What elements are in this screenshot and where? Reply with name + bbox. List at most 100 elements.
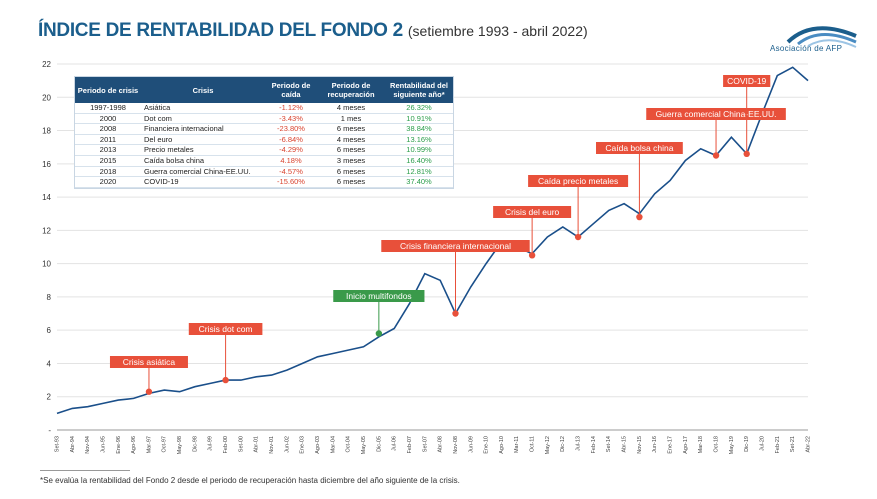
x-tick-label: Mar-97 (146, 436, 152, 453)
table-cell: 1997-1998 (75, 103, 141, 114)
table-header-row: Periodo de crisis Crisis Periodo de caíd… (75, 77, 453, 103)
table-cell: Asiática (141, 103, 265, 114)
marker-label-box (333, 290, 425, 302)
x-tick-label: Feb-00 (223, 436, 229, 453)
crisis-point (636, 213, 643, 221)
marker-label: COVID-19 (727, 76, 766, 86)
x-tick-label: Dic-12 (560, 436, 566, 452)
table-row: 1997-1998 Asiática -1.12% 4 meses 26.32% (75, 103, 453, 114)
crisis-point (145, 388, 153, 395)
x-tick-label: Set-14 (606, 436, 612, 452)
table-row: 2018 Guerra comercial China-EE.UU. -4.57% 6… (75, 166, 453, 178)
marker-label: Crisis del euro (505, 207, 560, 217)
x-tick-label: Set-07 (422, 436, 428, 452)
x-tick-label: Mar-11 (514, 436, 520, 453)
marker-label-box (646, 108, 786, 120)
x-tick-label: Dic-98 (192, 436, 198, 452)
table-cell: Del euro (141, 134, 265, 146)
col-header: Periodo de crisis (75, 77, 141, 103)
table-cell: 38.84% (385, 123, 453, 135)
x-tick-label: May-05 (361, 436, 367, 454)
col-header: Periodo de caída (265, 77, 317, 103)
y-tick-label: 4 (47, 359, 52, 368)
x-tick-label: Jun-16 (652, 436, 658, 453)
marker-label-box (596, 142, 683, 154)
table-row: 2020 COVID-19 -15.60% 6 meses 37.40% (75, 176, 453, 188)
col-header: Periodo de recuperación (317, 77, 385, 103)
crisis-table: Periodo de crisis Crisis Periodo de caíd… (75, 77, 453, 188)
marker-label-box (528, 175, 629, 187)
x-tick-label: Jul-20 (759, 436, 765, 451)
table-cell: Caída bolsa china (141, 155, 265, 167)
table-cell: 6 meses (317, 166, 385, 178)
table-cell: -6.84% (265, 134, 317, 146)
x-tick-label: Nov-94 (85, 436, 91, 454)
table-row: 2013 Precio metales -4.29% 6 meses 10.99% (75, 144, 453, 156)
x-tick-label: Ene-03 (300, 436, 306, 454)
table-cell: -23.80% (265, 123, 317, 135)
marker-label: Crisis financiera internacional (400, 241, 511, 251)
footnote-divider (40, 470, 130, 471)
logo-text: Asociación de AFP (770, 44, 843, 53)
marker-label: Crisis asiática (123, 357, 176, 367)
table-cell: 6 meses (317, 123, 385, 135)
crisis-point (222, 376, 229, 384)
table-cell: 2011 (75, 134, 141, 146)
x-tick-label: Abr-15 (622, 436, 628, 453)
table-cell: 10.99% (385, 144, 453, 156)
x-tick-label: Jun-95 (100, 436, 106, 453)
table-cell: 1 mes (317, 113, 385, 125)
y-tick-label: 2 (47, 393, 52, 402)
col-header: Rentabilidad del siguiente año* (385, 77, 453, 103)
crisis-point (712, 152, 720, 159)
table-cell: 4.18% (265, 155, 317, 167)
x-tick-label: Nov-08 (453, 436, 459, 454)
x-tick-label: Abr-01 (254, 436, 260, 453)
table-cell: 13.16% (385, 134, 453, 146)
x-tick-label: Nov-01 (269, 436, 275, 454)
table-cell: 3 meses (317, 155, 385, 167)
marker-label: Caída precio metales (538, 176, 618, 186)
col-header: Crisis (141, 77, 265, 103)
x-tick-label: Ene-96 (116, 436, 122, 454)
table-cell: Guerra comercial China-EE.UU. (141, 166, 265, 178)
x-tick-label: May-12 (545, 436, 551, 454)
y-tick-label: 14 (42, 193, 51, 202)
marker-label: Caída bolsa china (605, 143, 673, 153)
table-cell: 16.40% (385, 155, 453, 167)
table-cell: -15.60% (265, 176, 317, 188)
series-line (56, 66, 809, 415)
y-tick-label: 6 (47, 326, 52, 335)
crisis-point (528, 252, 536, 259)
marker-label: Guerra comercial China-EE.UU. (656, 109, 777, 119)
x-tick-label: Oct-18 (713, 436, 719, 453)
x-tick-label: Ago-03 (315, 436, 321, 454)
table-cell: 2000 (75, 113, 141, 125)
x-tick-label: Feb-14 (591, 436, 597, 453)
marker-label-box (381, 240, 530, 252)
table-cell: Dot com (141, 113, 265, 125)
x-tick-label: Oct-11 (530, 436, 536, 452)
table-cell: -1.12% (265, 103, 317, 114)
table-cell: 4 meses (317, 134, 385, 146)
crisis-point (743, 150, 750, 158)
y-tick-label: 12 (42, 226, 51, 235)
table-row: 2000 Dot com -3.43% 1 mes 10.91% (75, 113, 453, 125)
table-cell: 4 meses (317, 103, 385, 114)
x-tick-label: Mar-18 (698, 436, 704, 453)
x-tick-label: Nov-15 (637, 436, 643, 454)
x-tick-label: May-19 (729, 436, 735, 454)
table-cell: 6 meses (317, 144, 385, 156)
x-tick-label: Ene-17 (668, 436, 674, 454)
x-tick-label: Set-93 (54, 436, 60, 452)
x-tick-label: Abr-08 (438, 436, 444, 453)
table-cell: 6 meses (317, 176, 385, 188)
table-cell: -4.57% (265, 166, 317, 178)
x-tick-label: Ago-96 (131, 436, 137, 454)
marker-label-box (188, 323, 263, 335)
table-cell: 10.91% (385, 113, 453, 125)
x-tick-label: Oct-04 (346, 436, 352, 453)
y-tick-label: - (48, 426, 51, 435)
afp-logo-icon (786, 26, 857, 48)
